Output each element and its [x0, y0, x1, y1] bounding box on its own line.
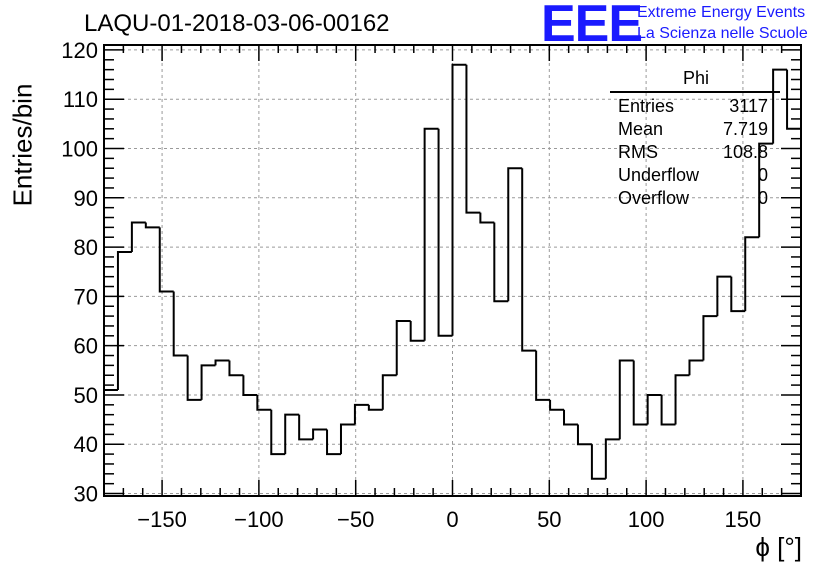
logo-line-2: La Scienza nelle Scuole [637, 25, 808, 42]
x-tick-label: 100 [628, 507, 665, 532]
histogram-bin [200, 364, 216, 400]
histogram-bin [493, 222, 509, 303]
x-tick-label: 150 [725, 507, 762, 532]
histogram-bin [576, 424, 592, 446]
histogram-bin [186, 355, 202, 401]
histogram-bin [312, 428, 328, 440]
y-tick-label: 110 [63, 87, 98, 112]
histogram-bin [242, 375, 258, 396]
histogram-bin [646, 393, 662, 425]
stats-box: Phi Entries 3117 Mean 7.719 RMS 108.8 Under… [610, 68, 780, 210]
histogram-bin [437, 128, 453, 337]
y-tick-label: 70 [74, 284, 98, 309]
y-tick-label: 90 [74, 186, 98, 211]
histogram-bin [158, 227, 174, 293]
histogram-bin [688, 359, 704, 376]
histogram-bin [103, 389, 118, 496]
histogram-bin [409, 321, 425, 342]
y-tick-label: 40 [74, 432, 98, 457]
histogram-bin [632, 360, 648, 426]
histogram-steps [103, 63, 801, 496]
histogram-bin [618, 359, 634, 440]
histogram-bin [674, 374, 690, 425]
histogram-bin [702, 315, 718, 361]
histogram-bin [479, 212, 495, 224]
histogram-bin [395, 320, 411, 376]
stats-row-mean: Mean 7.719 [618, 119, 768, 139]
tick-labels: −150 −100 −50 0 50 100 150 30 40 50 60 70 80 90 100 110… [61, 38, 761, 532]
histogram-bin [535, 350, 551, 401]
histogram-bin [116, 251, 132, 391]
x-tick-label: −100 [234, 507, 284, 532]
histogram-bin [381, 374, 397, 410]
histogram-bin [604, 438, 620, 479]
logo-line-1: Extreme Energy Events [637, 4, 806, 21]
histogram-bin [228, 360, 244, 377]
histogram-bin [353, 403, 369, 425]
histogram-bin [214, 359, 230, 366]
y-tick-label: 50 [74, 383, 98, 408]
histogram-bin [270, 409, 286, 456]
histogram-bin [339, 423, 355, 455]
x-tick-label: −50 [337, 507, 374, 532]
histogram-bin [772, 68, 788, 144]
histogram-bin [284, 413, 300, 455]
histogram-bin [590, 444, 606, 480]
histogram-bin [256, 394, 272, 411]
y-tick-label: 80 [74, 235, 98, 260]
histogram-bin [507, 167, 523, 302]
axis-ticks [104, 45, 801, 496]
histogram-bin [423, 127, 439, 341]
y-axis-label: Entries/bin [7, 83, 38, 207]
histogram-bin [563, 409, 578, 426]
histogram-bin [298, 414, 314, 441]
stats-row-entries: Entries 3117 [618, 96, 768, 116]
histogram-bin [172, 291, 188, 357]
histogram-bin [367, 404, 383, 411]
histogram-bin [730, 276, 746, 313]
x-tick-label: −150 [137, 507, 187, 532]
histogram-bin [660, 394, 676, 426]
x-tick-label: 0 [446, 507, 458, 532]
histogram-bin [144, 222, 160, 229]
chart-title: LAQU-01-2018-03-06-00162 [84, 10, 390, 37]
histogram-bin [521, 168, 537, 352]
x-tick-label: 50 [537, 507, 561, 532]
stats-row-underflow: Underflow 0 [618, 165, 768, 185]
stats-row-rms: RMS 108.8 [618, 142, 768, 162]
histogram-bin [716, 275, 732, 317]
stats-title: Phi [682, 68, 709, 88]
histogram-bin [549, 399, 565, 411]
histogram-bin [451, 63, 467, 336]
histogram-bin [326, 429, 341, 456]
histogram-bin [744, 236, 760, 312]
histogram-bin [465, 64, 481, 214]
histogram-bin [758, 142, 774, 238]
y-tick-label: 60 [74, 334, 98, 359]
eee-logo: EEE [541, 0, 643, 53]
y-tick-label: 30 [74, 482, 98, 507]
y-tick-label: 120 [61, 38, 98, 63]
histogram-bin [130, 221, 146, 253]
stats-separator [610, 91, 780, 93]
y-tick-label: 100 [61, 137, 98, 162]
x-axis-label: ϕ [°] [755, 532, 802, 562]
stats-row-overflow: Overflow 0 [618, 188, 768, 208]
